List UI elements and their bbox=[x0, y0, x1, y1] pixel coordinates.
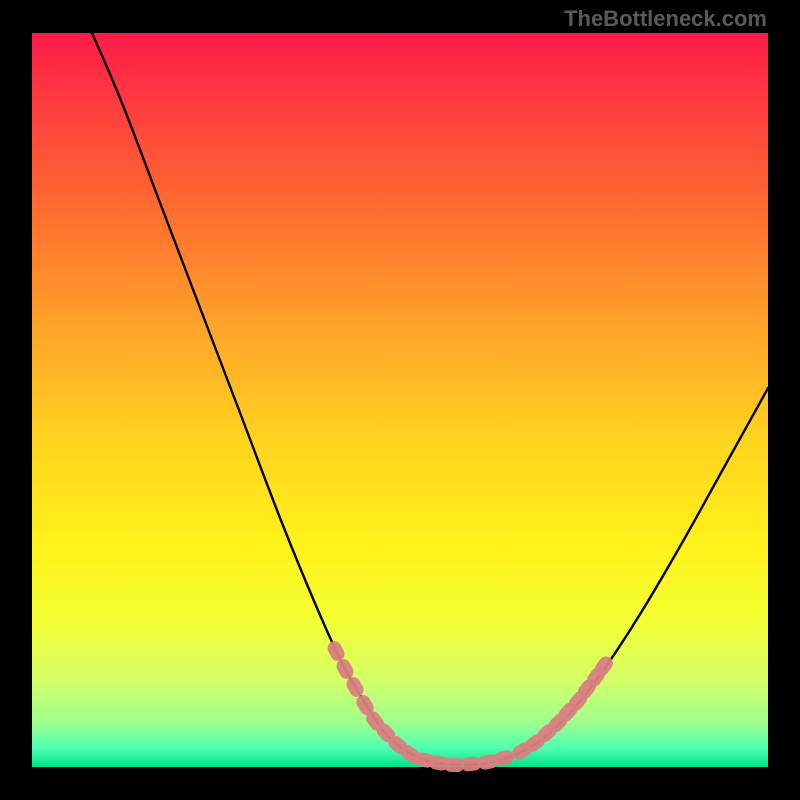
chart-container: TheBottleneck.com bbox=[0, 0, 800, 800]
chart-overlay-svg bbox=[0, 0, 800, 800]
watermark-text: TheBottleneck.com bbox=[564, 6, 767, 32]
bottleneck-curve bbox=[92, 33, 768, 765]
